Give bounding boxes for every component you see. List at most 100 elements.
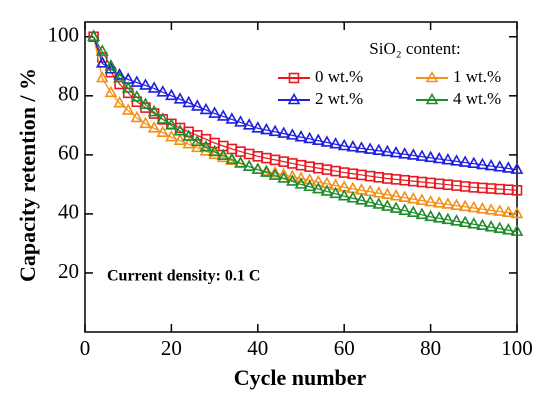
data-point (484, 220, 498, 232)
x-axis-label: Cycle number (234, 365, 367, 390)
data-point (165, 118, 178, 130)
y-tick-label: 100 (48, 23, 80, 47)
data-point (337, 189, 351, 201)
y-tick-label: 40 (58, 200, 79, 224)
data-point (502, 222, 515, 235)
data-point (511, 184, 523, 196)
data-point (372, 143, 386, 156)
data-point (303, 131, 316, 144)
data-point (147, 121, 161, 133)
data-point (130, 75, 144, 87)
legend-label: 4 wt.% (453, 89, 501, 108)
data-point (363, 142, 377, 154)
data-point (372, 197, 386, 209)
data-point (467, 217, 481, 229)
data-point (320, 135, 334, 147)
data-point (389, 145, 403, 158)
data-point (381, 144, 394, 157)
data-point (173, 124, 187, 136)
data-point (510, 162, 524, 174)
data-point (139, 116, 152, 129)
data-point (502, 161, 515, 173)
data-point (225, 152, 239, 164)
data-point (311, 133, 325, 145)
data-point (493, 204, 507, 216)
data-point (398, 190, 412, 202)
data-point (458, 155, 472, 167)
data-point (484, 158, 498, 171)
data-point (268, 124, 282, 137)
data-point (450, 154, 463, 166)
data-point (510, 206, 524, 219)
legend-marker (287, 92, 301, 105)
data-point (190, 134, 204, 147)
data-point (294, 129, 308, 142)
data-point (156, 85, 170, 97)
data-point (441, 212, 455, 225)
data-point (484, 203, 498, 215)
legend-marker (288, 72, 300, 84)
data-point (432, 151, 446, 164)
data-point (406, 205, 420, 218)
data-point (415, 193, 429, 205)
data-point (242, 159, 256, 171)
data-point (173, 92, 187, 104)
data-point (303, 173, 316, 185)
data-point (294, 177, 308, 189)
data-point (424, 150, 437, 163)
data-point (337, 138, 351, 151)
y-tick-label: 20 (58, 259, 79, 283)
data-point (199, 140, 213, 152)
data-point (260, 165, 273, 177)
data-point (476, 157, 489, 170)
data-point (139, 97, 152, 109)
data-point (346, 140, 360, 152)
x-tick-label: 60 (334, 336, 355, 360)
data-point (147, 104, 161, 117)
data-point (156, 112, 170, 124)
x-tick-label: 0 (80, 336, 91, 360)
legend-marker (425, 92, 439, 105)
data-point (329, 186, 342, 199)
data-point (476, 202, 489, 214)
legend-title: SiO₂ content: (369, 39, 460, 58)
x-tick-label: 20 (161, 336, 182, 360)
data-point (415, 207, 429, 220)
data-point (113, 70, 126, 83)
data-point (182, 129, 196, 141)
data-point (113, 96, 126, 108)
data-point (286, 174, 299, 186)
data-point (381, 187, 394, 200)
data-point (502, 205, 515, 218)
data-point (406, 191, 420, 204)
data-point (95, 56, 109, 68)
plot-frame (84, 21, 518, 333)
data-point (458, 215, 472, 228)
y-tick-label: 80 (58, 82, 79, 106)
y-tick-label: 60 (58, 141, 79, 165)
data-point (320, 184, 334, 196)
data-point (156, 125, 170, 138)
data-point (458, 199, 472, 212)
legend-label: 1 wt.% (453, 67, 501, 86)
data-point (467, 200, 481, 213)
data-point (182, 137, 196, 149)
data-point (432, 211, 446, 223)
data-point (311, 174, 325, 187)
data-point (147, 81, 161, 93)
data-point (277, 126, 291, 138)
data-point (104, 59, 118, 71)
data-point (242, 118, 256, 130)
data-point (286, 169, 299, 182)
data-point (441, 153, 455, 165)
data-point (208, 147, 221, 160)
data-point (260, 122, 273, 135)
data-point (415, 149, 429, 161)
data-point (139, 78, 152, 90)
data-point (493, 221, 507, 233)
legend-label: 2 wt.% (315, 89, 363, 108)
data-point (424, 194, 437, 207)
data-point (165, 88, 178, 101)
